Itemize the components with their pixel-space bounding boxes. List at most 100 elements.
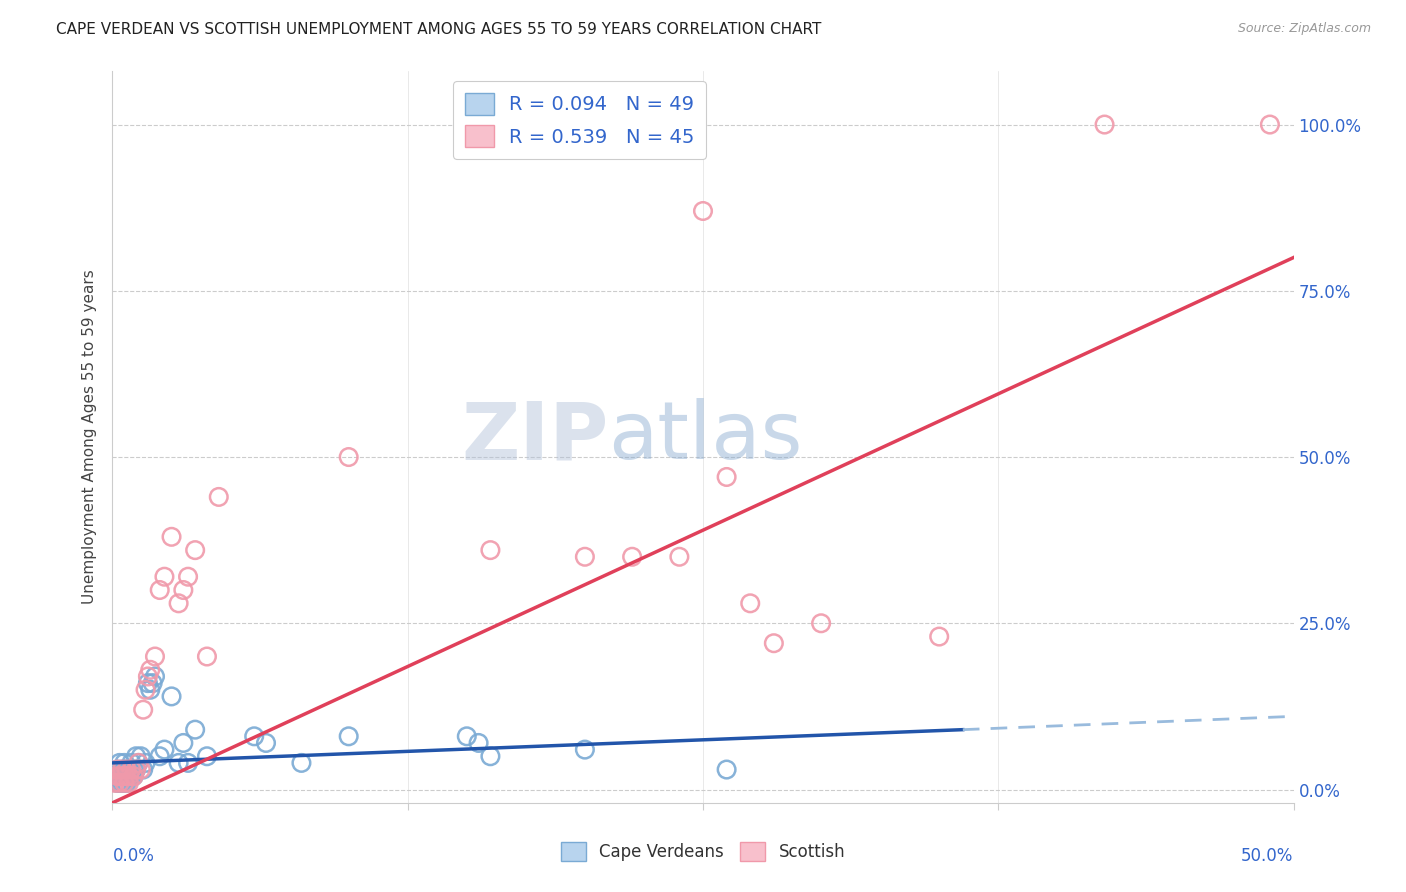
Point xyxy=(208,490,231,504)
Point xyxy=(122,769,145,783)
Point xyxy=(160,530,183,544)
Point xyxy=(142,676,165,690)
Point xyxy=(115,763,138,777)
Point xyxy=(112,769,135,783)
Point xyxy=(184,543,207,558)
Point xyxy=(184,723,207,737)
Point xyxy=(129,749,152,764)
Point xyxy=(112,776,135,790)
Point xyxy=(118,769,141,783)
Point xyxy=(118,763,141,777)
Point xyxy=(621,549,644,564)
Point xyxy=(668,549,690,564)
Point xyxy=(115,763,138,777)
Point xyxy=(122,769,145,783)
Point xyxy=(132,763,155,777)
Point xyxy=(115,769,138,783)
Point xyxy=(136,676,159,690)
Point xyxy=(129,763,152,777)
Point xyxy=(125,763,148,777)
Text: 50.0%: 50.0% xyxy=(1241,847,1294,864)
Point xyxy=(167,756,190,770)
Point xyxy=(762,636,785,650)
Point xyxy=(135,682,157,697)
Point xyxy=(139,682,162,697)
Point xyxy=(118,769,141,783)
Point xyxy=(172,582,194,597)
Point xyxy=(127,756,149,770)
Point xyxy=(105,763,128,777)
Point xyxy=(127,756,149,770)
Point xyxy=(716,763,738,777)
Y-axis label: Unemployment Among Ages 55 to 59 years: Unemployment Among Ages 55 to 59 years xyxy=(82,269,97,605)
Point xyxy=(108,769,131,783)
Point xyxy=(177,570,200,584)
Point xyxy=(125,749,148,764)
Point xyxy=(143,649,166,664)
Point xyxy=(108,776,131,790)
Point xyxy=(810,616,832,631)
Point xyxy=(105,763,128,777)
Point xyxy=(108,756,131,770)
Point xyxy=(479,749,502,764)
Point xyxy=(167,596,190,610)
Point xyxy=(105,769,128,783)
Point xyxy=(120,756,142,770)
Point xyxy=(692,204,714,219)
Point xyxy=(160,690,183,704)
Point xyxy=(136,669,159,683)
Text: 0.0%: 0.0% xyxy=(112,847,155,864)
Legend: Cape Verdeans, Scottish: Cape Verdeans, Scottish xyxy=(554,835,852,868)
Point xyxy=(153,742,176,756)
Point xyxy=(112,763,135,777)
Point xyxy=(104,776,127,790)
Point xyxy=(112,769,135,783)
Point xyxy=(716,470,738,484)
Point xyxy=(115,776,138,790)
Point xyxy=(143,669,166,683)
Text: Source: ZipAtlas.com: Source: ZipAtlas.com xyxy=(1237,22,1371,36)
Point xyxy=(149,749,172,764)
Point xyxy=(177,756,200,770)
Point xyxy=(195,649,218,664)
Point xyxy=(111,769,134,783)
Point xyxy=(104,769,127,783)
Text: ZIP: ZIP xyxy=(461,398,609,476)
Text: CAPE VERDEAN VS SCOTTISH UNEMPLOYMENT AMONG AGES 55 TO 59 YEARS CORRELATION CHAR: CAPE VERDEAN VS SCOTTISH UNEMPLOYMENT AM… xyxy=(56,22,821,37)
Point xyxy=(928,630,950,644)
Point xyxy=(122,763,145,777)
Point xyxy=(1094,118,1116,132)
Point xyxy=(108,769,131,783)
Point xyxy=(243,729,266,743)
Point xyxy=(139,663,162,677)
Point xyxy=(111,763,134,777)
Point xyxy=(111,763,134,777)
Point xyxy=(479,543,502,558)
Point xyxy=(254,736,277,750)
Point xyxy=(153,570,176,584)
Point xyxy=(108,776,131,790)
Point xyxy=(456,729,478,743)
Point xyxy=(467,736,489,750)
Point xyxy=(120,763,142,777)
Text: atlas: atlas xyxy=(609,398,803,476)
Point xyxy=(1258,118,1281,132)
Point xyxy=(135,756,157,770)
Point xyxy=(337,450,360,464)
Point xyxy=(195,749,218,764)
Point xyxy=(120,769,142,783)
Point xyxy=(337,729,360,743)
Point xyxy=(132,703,155,717)
Point xyxy=(118,776,141,790)
Point xyxy=(740,596,762,610)
Point xyxy=(115,769,138,783)
Point xyxy=(112,776,135,790)
Point xyxy=(111,769,134,783)
Point xyxy=(149,582,172,597)
Point xyxy=(574,742,596,756)
Point xyxy=(112,756,135,770)
Point xyxy=(111,776,134,790)
Point xyxy=(574,549,596,564)
Point xyxy=(105,776,128,790)
Point xyxy=(290,756,312,770)
